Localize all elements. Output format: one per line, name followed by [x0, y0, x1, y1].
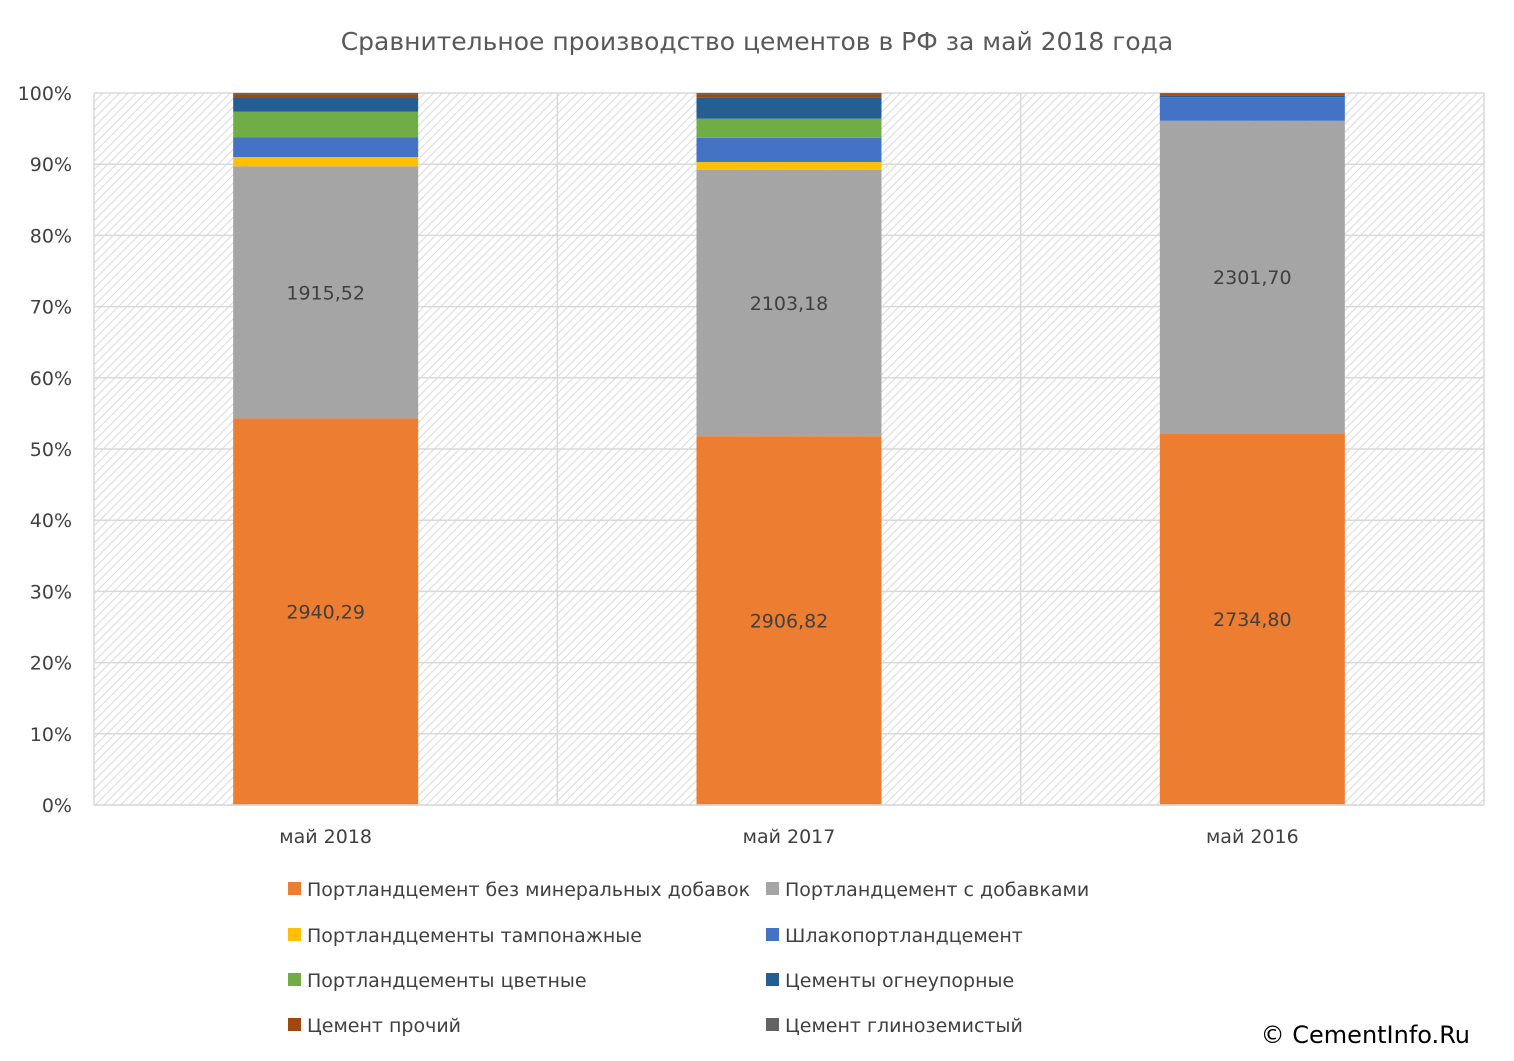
x-axis: май 2018 май 2017 май 2016 [94, 804, 1484, 848]
bar-segment [696, 162, 882, 170]
data-label: 2734,80 [1213, 609, 1292, 631]
legend-item: Цемент прочий [288, 1015, 461, 1037]
x-tick-label: май 2016 [1206, 826, 1299, 848]
data-label: 2103,18 [750, 293, 829, 315]
legend-swatch [766, 928, 779, 941]
legend-label: Цемент прочий [307, 1015, 461, 1037]
legend-swatch [288, 882, 301, 895]
bar-segment [233, 93, 419, 95]
bar-segment [696, 97, 882, 119]
legend-item: Портландцементы тампонажные [288, 925, 642, 947]
legend-label: Шлакопортландцемент [785, 925, 1023, 947]
y-axis: 0% 10% 20% 30% 40% 50% 60% 70% 80% 90% 100% [18, 83, 72, 817]
legend-label: Цементы огнеупорные [785, 970, 1014, 992]
y-tick-label: 30% [30, 581, 72, 603]
legend-swatch [766, 882, 779, 895]
legend-swatch [288, 973, 301, 986]
y-tick-label: 60% [30, 368, 72, 390]
bars: 2940,29 1915,52 2906,82 2103,18 2734,80 2301,… [233, 93, 1345, 805]
x-tick-label: май 2017 [743, 826, 836, 848]
legend-swatch [766, 973, 779, 986]
y-tick-label: 40% [30, 510, 72, 532]
bar-segment [696, 118, 882, 138]
data-label: 2906,82 [750, 611, 829, 633]
y-tick-label: 80% [30, 225, 72, 247]
legend-label: Портландцементы цветные [307, 970, 587, 992]
bar-segment [233, 111, 419, 138]
legend-label: Цемент глиноземистый [785, 1015, 1023, 1037]
legend-item: Портландцемент с добавками [766, 879, 1089, 901]
bar-segment [233, 418, 419, 805]
bar-segment [1159, 97, 1345, 121]
legend-swatch [288, 928, 301, 941]
legend-item: Портландцементы цветные [288, 970, 587, 992]
bar-segment [1159, 95, 1345, 98]
bar-segment [696, 169, 882, 437]
bar-segment [233, 97, 419, 112]
data-label: 2301,70 [1213, 267, 1292, 289]
bar-segment [233, 137, 419, 158]
bar-segment [696, 436, 882, 805]
legend-swatch [288, 1018, 301, 1031]
bar-segment [1159, 433, 1345, 805]
bar-segment [696, 93, 882, 95]
y-tick-label: 70% [30, 297, 72, 319]
data-label: 2940,29 [286, 602, 365, 624]
legend-item: Цементы огнеупорные [766, 970, 1014, 992]
legend-label: Портландцемент без минеральных добавок [307, 879, 750, 901]
bar-segment [696, 94, 882, 98]
legend: Портландцемент без минеральных добавок По… [288, 879, 1089, 1037]
chart-title: Сравнительное производство цементов в РФ… [341, 27, 1174, 56]
y-tick-label: 20% [30, 653, 72, 675]
y-tick-label: 0% [42, 795, 72, 817]
bar-segment [1159, 93, 1345, 94]
legend-item: Цемент глиноземистый [766, 1015, 1023, 1037]
x-tick-label: май 2018 [279, 826, 372, 848]
legend-item: Шлакопортландцемент [766, 925, 1023, 947]
bar-segment [233, 157, 419, 167]
bar-segment [233, 94, 419, 98]
legend-label: Портландцемент с добавками [785, 879, 1089, 901]
y-tick-label: 90% [30, 154, 72, 176]
legend-swatch [766, 1018, 779, 1031]
bar-segment [696, 137, 882, 163]
bar-segment [1159, 93, 1345, 96]
bar-segment [1159, 120, 1345, 434]
y-tick-label: 50% [30, 439, 72, 461]
y-tick-label: 10% [30, 724, 72, 746]
bar-segment [233, 166, 419, 419]
y-tick-label: 100% [18, 83, 72, 105]
legend-label: Портландцементы тампонажные [307, 925, 642, 947]
legend-item: Портландцемент без минеральных добавок [288, 879, 750, 901]
data-label: 1915,52 [286, 282, 365, 304]
copyright-notice: © CementInfo.Ru [1260, 1021, 1470, 1049]
